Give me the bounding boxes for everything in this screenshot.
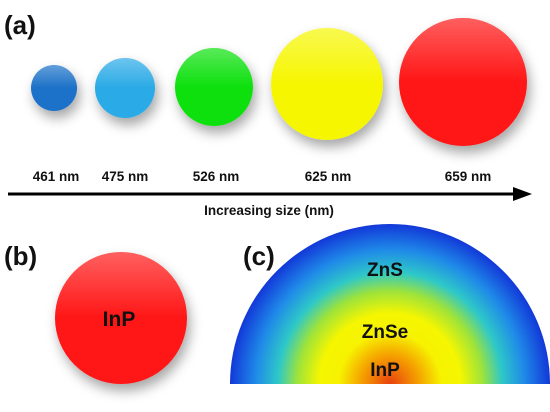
panel-c-label: (c) [243, 241, 275, 271]
size-axis-label: Increasing size (nm) [204, 203, 334, 218]
zns-label: ZnS [367, 260, 403, 281]
wavelength-label-475: 475 nm [102, 169, 149, 184]
panel-b-label: (b) [4, 241, 37, 271]
quantum-dot-series [31, 18, 527, 146]
core-shell-half-disk [230, 224, 550, 384]
wavelength-label-659: 659 nm [445, 169, 492, 184]
wavelength-label-625: 625 nm [305, 169, 352, 184]
znse-label: ZnSe [362, 322, 408, 343]
panel-a-label: (a) [4, 10, 36, 40]
inp-core-label: InP [103, 308, 136, 331]
wavelength-label-461: 461 nm [33, 169, 80, 184]
size-arrow [8, 187, 532, 201]
core-shell-structure: ZnS ZnSe InP [230, 224, 550, 384]
wavelength-label-526: 526 nm [193, 169, 240, 184]
inp-core: InP [55, 252, 187, 384]
inp-center-label: InP [370, 360, 400, 381]
